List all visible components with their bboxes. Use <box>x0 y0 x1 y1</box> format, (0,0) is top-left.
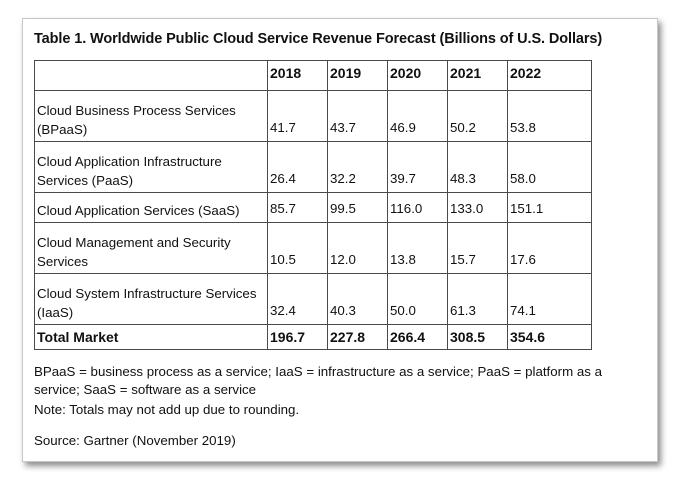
table-cell: 13.8 <box>387 222 448 274</box>
rounding-note: Note: Totals may not add up due to round… <box>34 402 300 417</box>
row-label-bpaas: Cloud Business Process Services (BPaaS) <box>34 90 268 142</box>
table-row: Cloud Business Process Services (BPaaS) … <box>34 90 592 142</box>
source-note: Source: Gartner (November 2019) <box>34 433 236 448</box>
header-year-2018: 2018 <box>267 60 328 91</box>
table-cell: 43.7 <box>327 90 388 142</box>
table-row: Cloud Application Infrastructure Service… <box>34 141 592 193</box>
table-cell: 85.7 <box>267 192 328 223</box>
table-cell: 10.5 <box>267 222 328 274</box>
table-header-row: 2018 2019 2020 2021 2022 <box>34 60 592 91</box>
header-year-2020: 2020 <box>387 60 448 91</box>
table-title: Table 1. Worldwide Public Cloud Service … <box>34 31 603 47</box>
row-label-paas: Cloud Application Infrastructure Service… <box>34 141 268 193</box>
table-cell: 40.3 <box>327 273 388 325</box>
table-cell: 58.0 <box>507 141 592 193</box>
total-cell: 354.6 <box>507 324 592 350</box>
total-cell: 196.7 <box>267 324 328 350</box>
abbreviations-footnote: BPaaS = business process as a service; I… <box>34 364 602 397</box>
header-year-2021: 2021 <box>447 60 508 91</box>
total-cell: 308.5 <box>447 324 508 350</box>
table-row: Cloud System Infrastructure Services (Ia… <box>34 273 592 325</box>
total-row: Total Market 196.7 227.8 266.4 308.5 354… <box>34 324 592 350</box>
row-label-management-security: Cloud Management and Security Services <box>34 222 268 274</box>
table-cell: 50.0 <box>387 273 448 325</box>
row-label-iaas: Cloud System Infrastructure Services (Ia… <box>34 273 268 325</box>
header-corner-cell <box>34 60 268 91</box>
table-cell: 74.1 <box>507 273 592 325</box>
table-cell: 41.7 <box>267 90 328 142</box>
total-cell: 266.4 <box>387 324 448 350</box>
header-year-2019: 2019 <box>327 60 388 91</box>
table-row: Cloud Management and Security Services 1… <box>34 222 592 274</box>
table-cell: 15.7 <box>447 222 508 274</box>
table-cell: 32.4 <box>267 273 328 325</box>
table-cell: 99.5 <box>327 192 388 223</box>
table-cell: 17.6 <box>507 222 592 274</box>
table-cell: 26.4 <box>267 141 328 193</box>
header-year-2022: 2022 <box>507 60 592 91</box>
table-cell: 133.0 <box>447 192 508 223</box>
revenue-table: 2018 2019 2020 2021 2022 Cloud Business … <box>34 60 592 350</box>
table-cell: 50.2 <box>447 90 508 142</box>
table-cell: 151.1 <box>507 192 592 223</box>
table-cell: 53.8 <box>507 90 592 142</box>
table-cell: 12.0 <box>327 222 388 274</box>
row-label-saas: Cloud Application Services (SaaS) <box>34 192 268 223</box>
table-card: Table 1. Worldwide Public Cloud Service … <box>22 18 658 462</box>
table-cell: 116.0 <box>387 192 448 223</box>
table-cell: 46.9 <box>387 90 448 142</box>
total-cell: 227.8 <box>327 324 388 350</box>
row-label-total: Total Market <box>34 324 268 350</box>
table-cell: 32.2 <box>327 141 388 193</box>
table-cell: 61.3 <box>447 273 508 325</box>
table-row: Cloud Application Services (SaaS) 85.7 9… <box>34 192 592 223</box>
table-cell: 39.7 <box>387 141 448 193</box>
table-cell: 48.3 <box>447 141 508 193</box>
